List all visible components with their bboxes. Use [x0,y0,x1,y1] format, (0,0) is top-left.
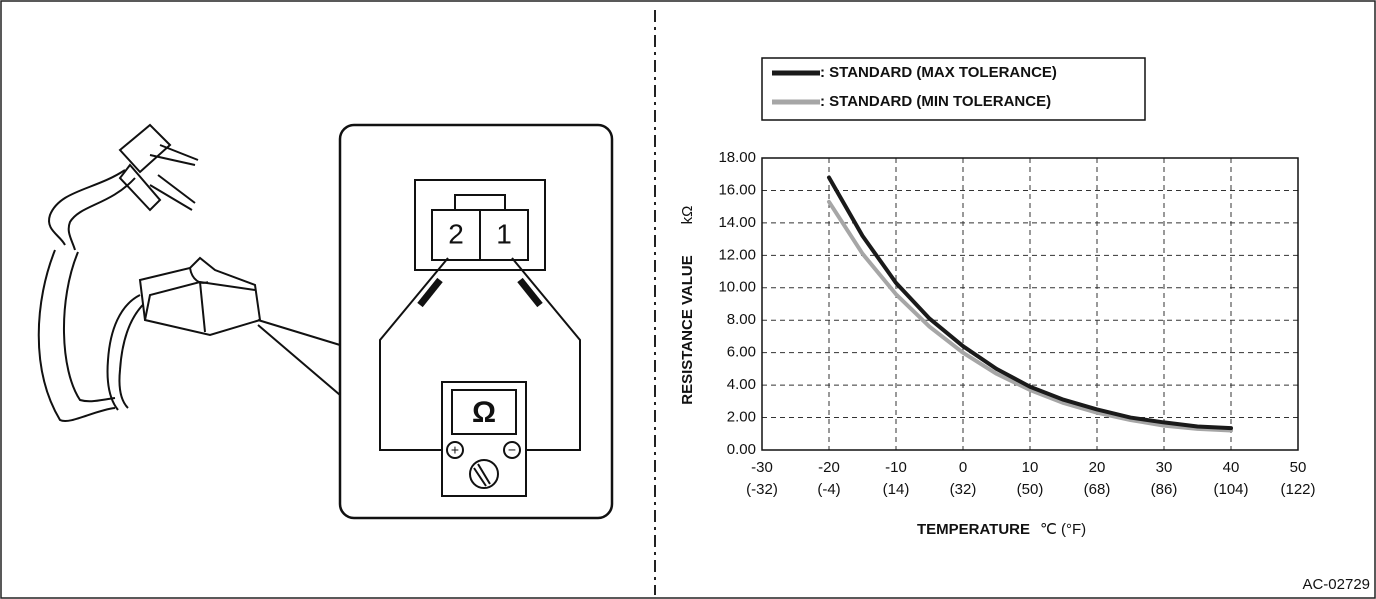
x-axis-title: TEMPERATURE [917,521,1030,538]
ohm-symbol: Ω [472,396,496,429]
x-tick-label-secondary: (122) [1280,481,1315,498]
plot-border [761,157,1299,451]
callout-leader [257,319,341,396]
x-tick-label: 30 [1156,459,1173,476]
x-tick-label-secondary: (86) [1151,481,1178,498]
figure-code: AC-02729 [1302,576,1370,593]
x-tick-label-secondary: (50) [1017,481,1044,498]
x-tick-label: 40 [1223,459,1240,476]
x-tick-label-secondary: (14) [883,481,910,498]
y-tick-label: 12.00 [718,246,756,263]
y-tick-label: 2.00 [727,409,756,426]
y-tick-label: 14.00 [718,214,756,231]
x-tick-label: -30 [751,459,773,476]
y-tick-label: 10.00 [718,279,756,296]
pin-label: 2 [448,218,464,249]
x-tick-label: 10 [1022,459,1039,476]
x-tick-label: -10 [885,459,907,476]
legend-label: : STANDARD (MIN TOLERANCE) [820,93,1051,110]
test-leads [379,257,581,451]
y-tick-label: 6.00 [727,344,756,361]
x-tick-label: 0 [959,459,967,476]
y-tick-label: 8.00 [727,311,756,328]
x-tick-label-secondary: (104) [1213,481,1248,498]
legend-box [761,57,1146,121]
sensor [37,123,262,422]
positive-terminal: + [451,442,459,458]
y-tick-label: 18.00 [718,149,756,166]
y-tick-label: 16.00 [718,181,756,198]
pin-label: 1 [496,218,512,249]
y-axis-title: RESISTANCE VALUE [679,255,696,404]
legend-label: : STANDARD (MAX TOLERANCE) [820,64,1057,81]
y-tick-label: 0.00 [727,441,756,458]
ohmmeter [441,381,527,497]
x-tick-label: 20 [1089,459,1106,476]
y-axis-unit: kΩ [679,206,696,225]
series-line [827,175,1233,431]
x-axis-unit: ℃ (°F) [1040,521,1086,538]
x-tick-label: -20 [818,459,840,476]
x-tick-label: 50 [1290,459,1307,476]
x-tick-label-secondary: (-32) [746,481,778,498]
x-tick-label-secondary: (-4) [817,481,840,498]
negative-terminal: − [508,442,516,458]
series-line [827,199,1233,433]
x-tick-label-secondary: (32) [950,481,977,498]
x-tick-label-secondary: (68) [1084,481,1111,498]
connector [414,179,546,271]
y-tick-label: 4.00 [727,376,756,393]
